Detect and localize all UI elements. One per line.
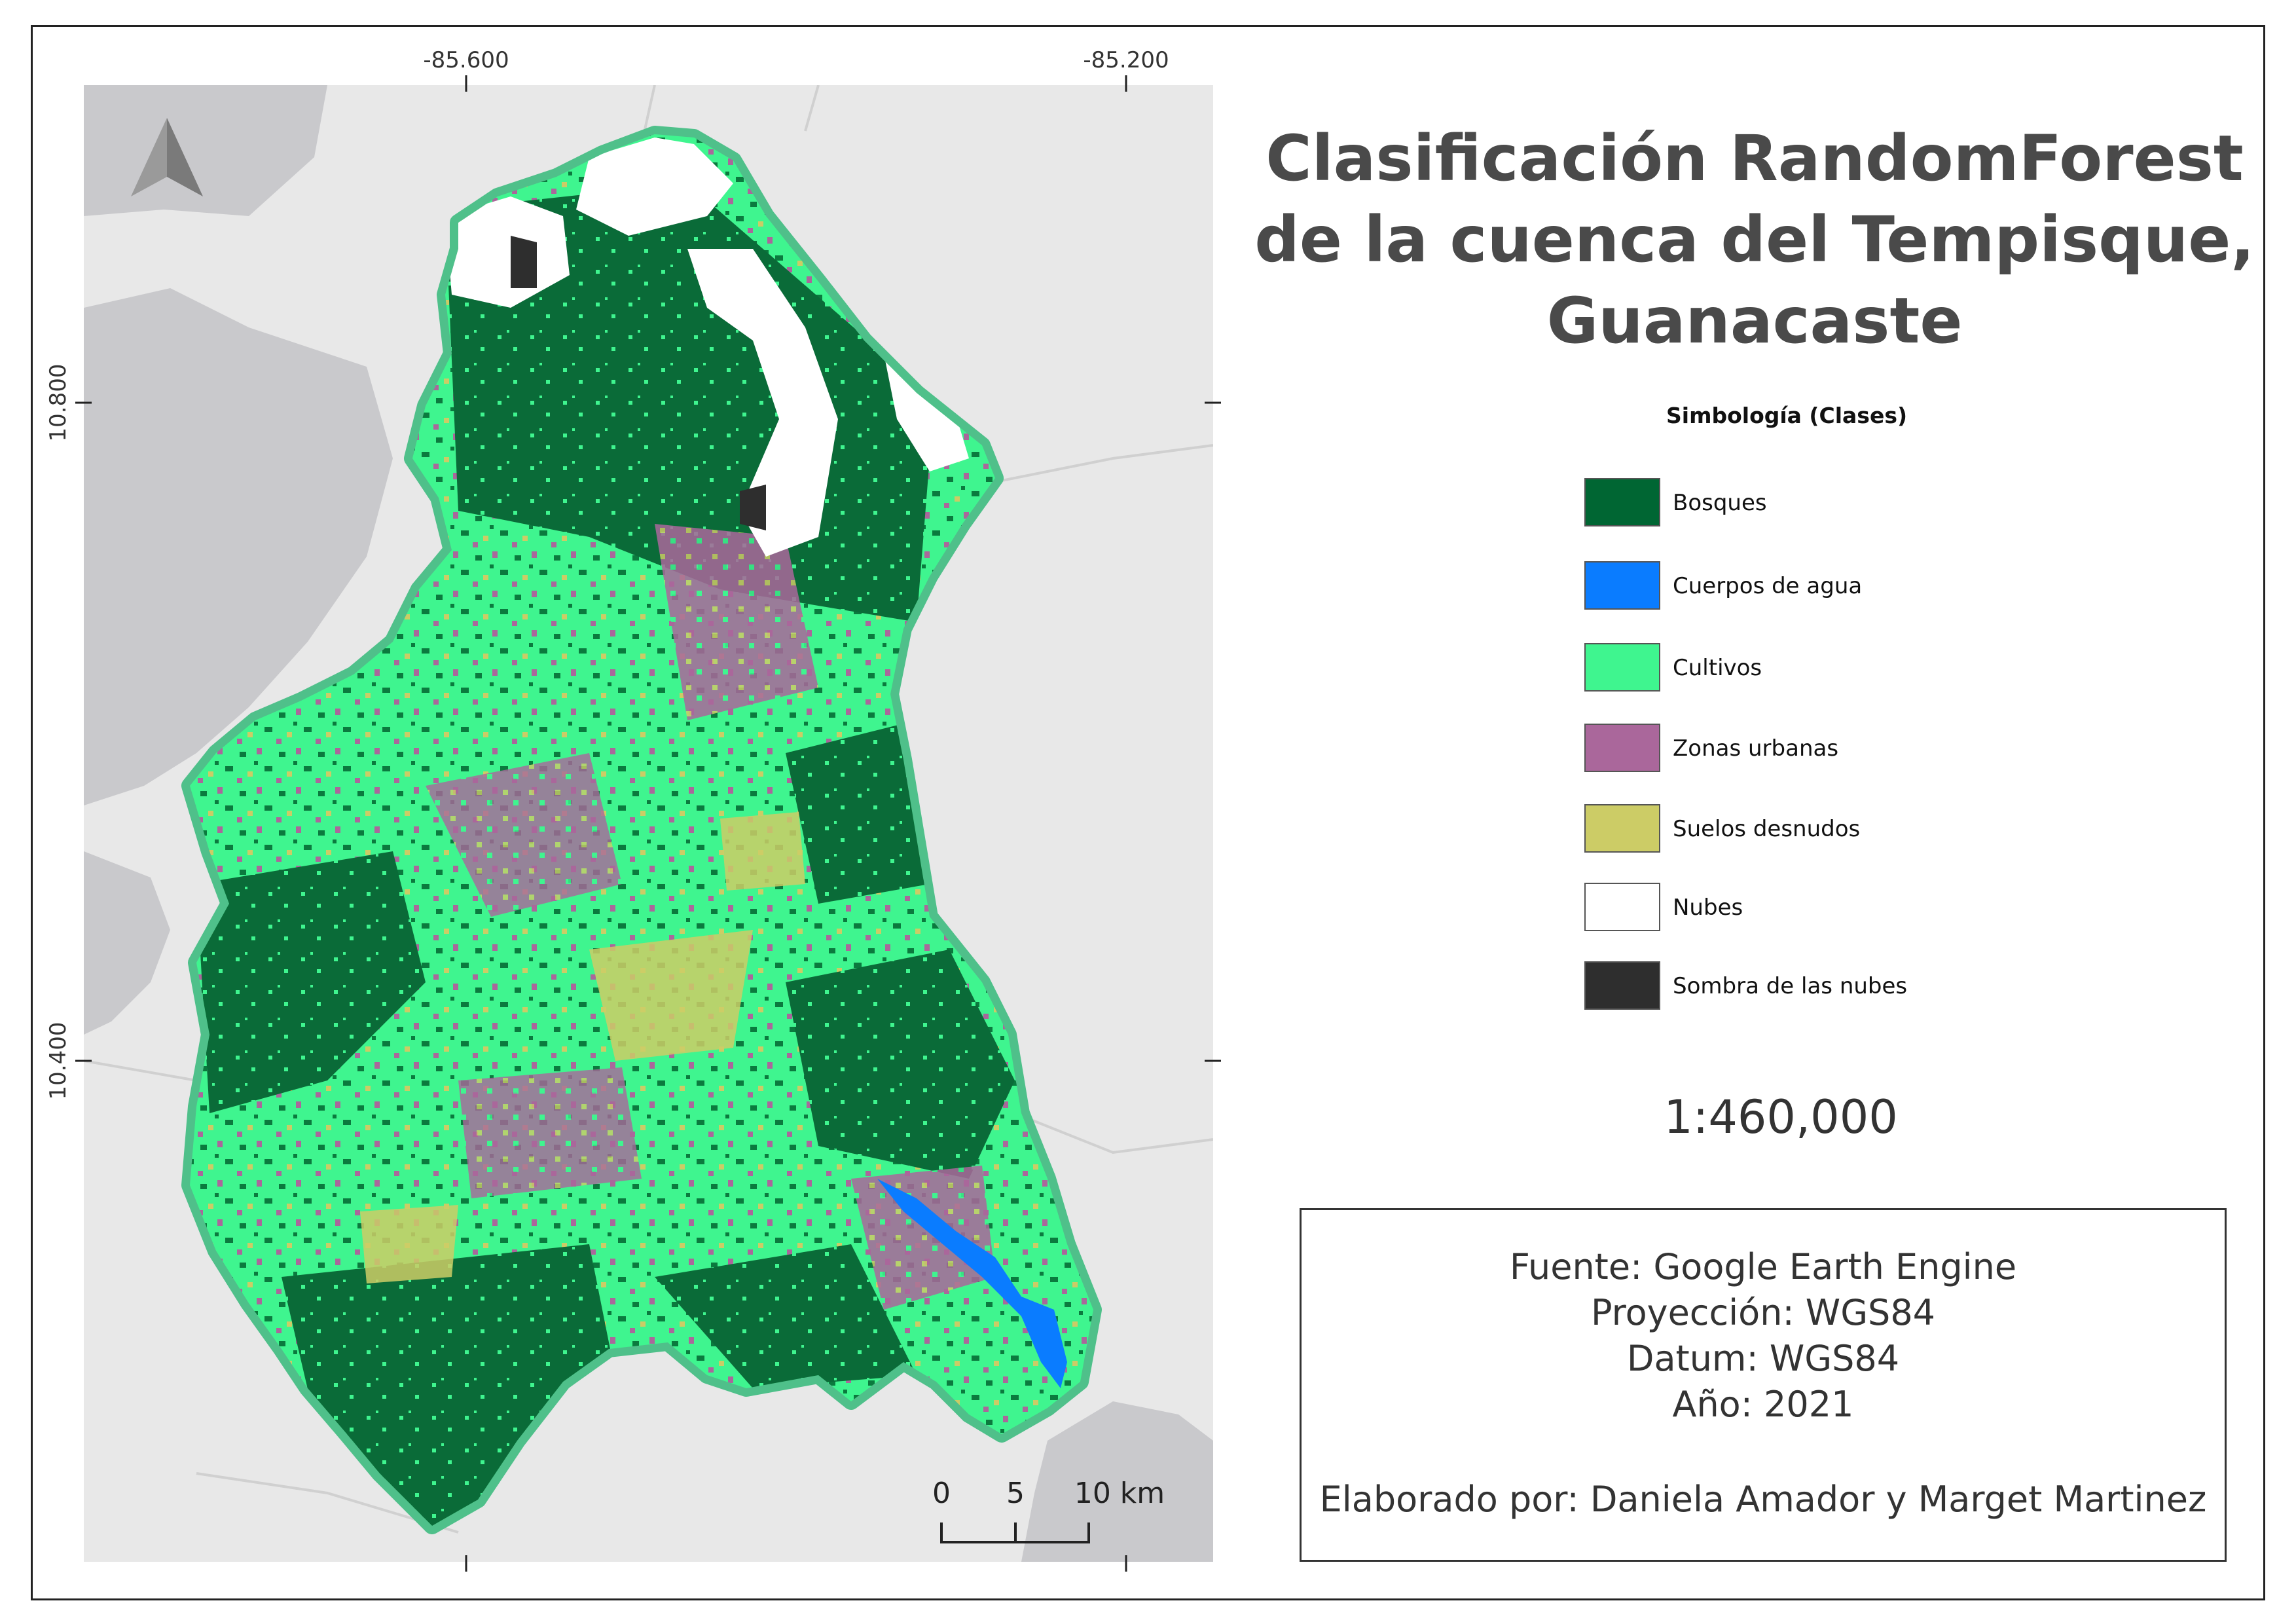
legend-swatch xyxy=(1584,478,1660,526)
legend-item-zonas-urbanas: Zonas urbanas xyxy=(1584,724,2043,772)
legend-label: Bosques xyxy=(1673,490,1767,516)
legend-item-sombra-de-las-nubes: Sombra de las nubes xyxy=(1584,961,2043,1010)
scalebar-label: 10 km xyxy=(1074,1477,1165,1510)
title-line: de la cuenca del Tempisque, xyxy=(1254,203,2255,276)
legend-label: Zonas urbanas xyxy=(1673,735,1839,762)
map-title: Clasificación RandomForest de la cuenca … xyxy=(1244,118,2265,361)
legend-swatch xyxy=(1584,643,1660,692)
legend-swatch xyxy=(1584,961,1660,1010)
map-frame xyxy=(31,25,2265,1600)
legend-label: Cultivos xyxy=(1673,655,1762,681)
info-source: Fuente: Google Earth Engine xyxy=(1509,1246,2017,1287)
lon-tick-label: -85.200 xyxy=(1083,47,1169,73)
legend-swatch xyxy=(1584,724,1660,772)
legend-label: Suelos desnudos xyxy=(1673,816,1861,842)
legend-swatch xyxy=(1584,804,1660,853)
legend-item-bosques: Bosques xyxy=(1584,478,2043,526)
title-line: Clasificación RandomForest xyxy=(1266,122,2244,195)
title-line: Guanacaste xyxy=(1546,284,1963,358)
legend-label: Nubes xyxy=(1673,895,1743,921)
scalebar: 0 5 10 km xyxy=(932,1477,1165,1543)
north-arrow-icon xyxy=(131,118,203,196)
lat-tick-label: 10.800 xyxy=(45,364,71,442)
info-projection: Proyección: WGS84 xyxy=(1590,1292,1936,1333)
legend-item-cultivos: Cultivos xyxy=(1584,643,2043,692)
graticule: -85.600 -85.200 10.800 10.400 xyxy=(45,47,1221,1572)
legend-label: Cuerpos de agua xyxy=(1673,573,1863,599)
scalebar-label: 5 xyxy=(1006,1477,1025,1510)
legend-item-cuerpos-de-agua: Cuerpos de agua xyxy=(1584,561,2043,610)
info-box: Fuente: Google Earth Engine Proyección: … xyxy=(1300,1208,2227,1562)
info-year: Año: 2021 xyxy=(1672,1384,1854,1425)
info-author: Elaborado por: Daniela Amador y Marget M… xyxy=(1319,1479,2207,1520)
lat-tick-label: 10.400 xyxy=(45,1022,71,1100)
legend-swatch xyxy=(1584,883,1660,931)
legend-item-suelos-desnudos: Suelos desnudos xyxy=(1584,804,2043,853)
scalebar-label: 0 xyxy=(932,1477,951,1510)
legend-swatch xyxy=(1584,561,1660,610)
info-datum: Datum: WGS84 xyxy=(1626,1338,1900,1379)
lon-tick-label: -85.600 xyxy=(423,47,509,73)
scale-text: 1:460,000 xyxy=(1664,1090,1898,1144)
legend-label: Sombra de las nubes xyxy=(1673,973,1908,999)
legend-title: Simbología (Clases) xyxy=(1666,403,1908,428)
legend-item-nubes: Nubes xyxy=(1584,883,2043,931)
